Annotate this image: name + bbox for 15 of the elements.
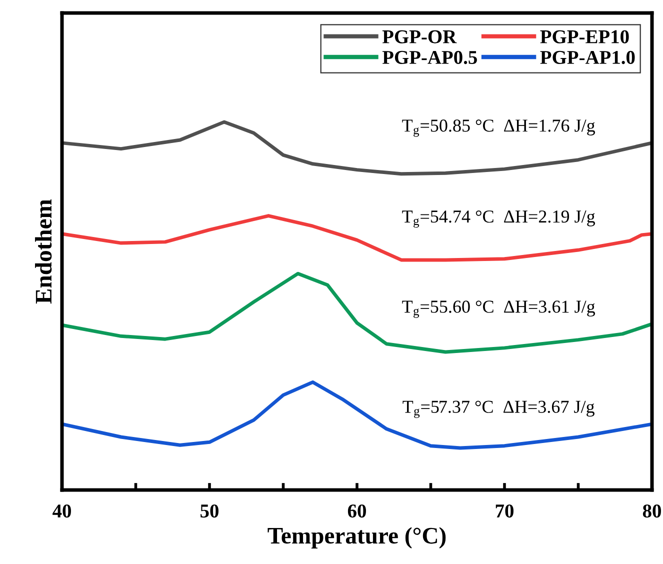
- x-tick-label: 80: [642, 504, 661, 518]
- legend-label: PGP-AP0.5: [382, 50, 477, 64]
- y-axis-title: Endothem: [35, 199, 52, 304]
- x-tick-label: 50: [200, 504, 218, 518]
- annotation: T$_{g}$=54.74 °C ΔH=2.19 J/g: [402, 210, 596, 228]
- legend-label: PGP-OR: [382, 30, 457, 44]
- legend-label: PGP-EP10: [540, 30, 629, 44]
- annotation: T$_{g}$=57.37 °C ΔH=3.67 J/g: [402, 400, 594, 418]
- legend-label: PGP-AP1.0: [540, 50, 635, 64]
- x-tick-label: 40: [52, 504, 71, 518]
- x-axis-title: Temperature (°C): [268, 527, 446, 548]
- x-tick-label: 70: [496, 504, 514, 518]
- annotation: T$_{g}$=50.85 °C ΔH=1.76 J/g: [402, 120, 596, 137]
- x-tick-label: 60: [348, 504, 366, 518]
- annotation: T$_{g}$=55.60 °C ΔH=3.61 J/g: [402, 300, 596, 318]
